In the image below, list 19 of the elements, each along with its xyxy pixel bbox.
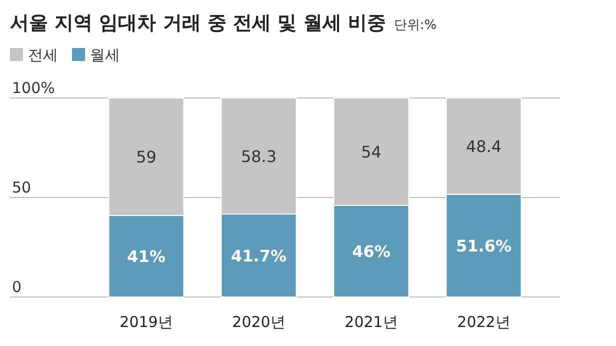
x-tick-label: 2022년	[457, 313, 510, 331]
data-label: 41%	[127, 247, 166, 266]
y-tick-label: 50	[12, 178, 32, 196]
legend-label: 전세	[28, 46, 58, 64]
data-label: 59	[136, 148, 156, 167]
data-label: 58.3	[240, 147, 277, 166]
legend-label: 월세	[90, 46, 120, 64]
x-tick-label: 2020년	[232, 313, 286, 331]
x-tick-label: 2021년	[344, 313, 398, 331]
data-label: 51.6%	[456, 236, 512, 256]
y-tick-label: 100%	[12, 79, 55, 97]
data-label: 41.7%	[230, 246, 287, 266]
chart-title: 서울 지역 임대차 거래 중 전세 및 월세 비중	[10, 12, 386, 34]
y-tick-label: 0	[12, 278, 22, 296]
x-tick-label: 2019년	[120, 313, 173, 331]
data-label: 54	[361, 142, 382, 162]
data-label: 46%	[352, 242, 390, 262]
data-label: 48.4	[466, 137, 502, 156]
chart-subtitle: 단위:%	[394, 18, 437, 33]
